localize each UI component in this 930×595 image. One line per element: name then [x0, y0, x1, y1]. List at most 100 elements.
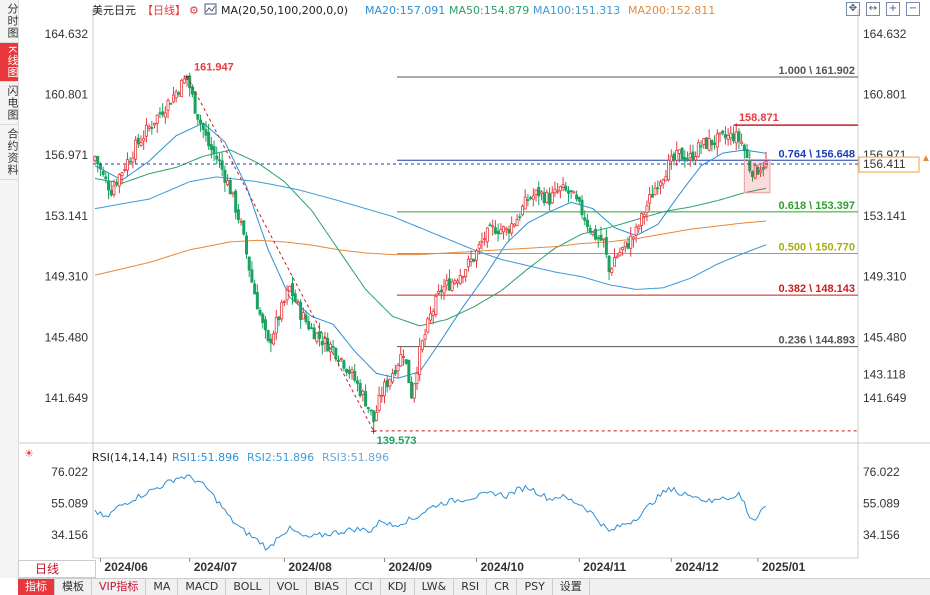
- candle-body[interactable]: [418, 346, 422, 375]
- candle-body[interactable]: [334, 347, 338, 359]
- candle-body[interactable]: [640, 213, 644, 226]
- candle-body[interactable]: [537, 186, 541, 197]
- candle-body[interactable]: [234, 190, 238, 213]
- candle-body[interactable]: [388, 378, 392, 387]
- candle-body[interactable]: [496, 230, 500, 235]
- candle-body[interactable]: [93, 156, 97, 162]
- candle-body[interactable]: [550, 192, 554, 204]
- candle-body[interactable]: [715, 133, 719, 148]
- candle-body[interactable]: [445, 280, 449, 286]
- candle-body[interactable]: [323, 336, 327, 344]
- candle-body[interactable]: [383, 381, 387, 397]
- fibonacci-levels[interactable]: 1.000 \ 161.902 0.764 \ 156.648 0.618 \ 15…: [397, 65, 858, 348]
- candle-body[interactable]: [136, 137, 140, 145]
- indicator-tab-11[interactable]: RSI: [454, 579, 488, 595]
- candle-body[interactable]: [515, 219, 519, 227]
- candle-body[interactable]: [201, 123, 205, 130]
- candle-body[interactable]: [686, 158, 690, 160]
- candle-body[interactable]: [750, 171, 754, 178]
- candle-body[interactable]: [231, 191, 235, 195]
- candle-body[interactable]: [740, 141, 744, 145]
- candle-body[interactable]: [112, 185, 116, 196]
- candle-body[interactable]: [618, 252, 622, 256]
- candle-body[interactable]: [604, 237, 608, 255]
- candle-body[interactable]: [623, 241, 627, 248]
- candle-body[interactable]: [658, 181, 662, 187]
- candle-body[interactable]: [420, 340, 424, 350]
- candle-body[interactable]: [269, 338, 273, 344]
- candle-body[interactable]: [217, 159, 221, 162]
- selection-box[interactable]: [743, 158, 771, 194]
- candle-body[interactable]: [312, 327, 316, 340]
- candle-body[interactable]: [247, 256, 251, 271]
- candle-body[interactable]: [483, 238, 487, 241]
- candle-body[interactable]: [272, 333, 276, 345]
- candle-body[interactable]: [207, 131, 211, 147]
- candle-body[interactable]: [242, 220, 246, 235]
- candle-body[interactable]: [426, 318, 430, 333]
- indicator-tab-1[interactable]: 模板: [55, 579, 92, 595]
- candle-body[interactable]: [245, 235, 249, 255]
- candle-body[interactable]: [98, 164, 102, 170]
- candle-body[interactable]: [177, 92, 181, 95]
- candle-body[interactable]: [594, 228, 598, 240]
- left-tab-2[interactable]: 闪电图: [0, 82, 18, 126]
- candle-body[interactable]: [466, 258, 470, 268]
- candle-body[interactable]: [745, 149, 749, 158]
- candle-body[interactable]: [691, 151, 695, 161]
- candle-body[interactable]: [664, 176, 668, 182]
- candle-body[interactable]: [404, 359, 408, 364]
- candle-body[interactable]: [236, 209, 240, 221]
- candle-body[interactable]: [669, 155, 673, 162]
- candle-body[interactable]: [677, 149, 681, 154]
- candle-body[interactable]: [396, 364, 400, 372]
- candle-body[interactable]: [125, 159, 129, 171]
- candle-body[interactable]: [228, 180, 232, 195]
- legend-period[interactable]: 【日线】: [142, 3, 186, 17]
- candle-body[interactable]: [488, 224, 492, 227]
- candle-body[interactable]: [759, 169, 763, 173]
- candle-body[interactable]: [182, 78, 186, 84]
- candle-body[interactable]: [285, 289, 289, 301]
- candle-body[interactable]: [120, 172, 124, 177]
- candle-body[interactable]: [553, 188, 557, 194]
- candle-body[interactable]: [171, 94, 175, 103]
- candle-body[interactable]: [144, 124, 148, 137]
- candle-body[interactable]: [361, 390, 365, 395]
- candle-body[interactable]: [385, 379, 389, 388]
- candle-body[interactable]: [637, 225, 641, 230]
- indicator-tab-9[interactable]: KDJ: [381, 579, 415, 595]
- candle-body[interactable]: [250, 269, 254, 283]
- candle-body[interactable]: [607, 255, 611, 273]
- candle-body[interactable]: [742, 144, 746, 152]
- left-tab-1[interactable]: K线图: [0, 43, 18, 83]
- candle-body[interactable]: [585, 219, 589, 227]
- left-tab-0[interactable]: 分时图: [0, 0, 18, 43]
- candle-body[interactable]: [296, 300, 300, 303]
- candle-body[interactable]: [453, 280, 457, 284]
- candle-body[interactable]: [393, 370, 397, 375]
- candle-body[interactable]: [577, 196, 581, 202]
- candle-body[interactable]: [307, 321, 311, 330]
- candle-body[interactable]: [258, 310, 262, 315]
- candle-body[interactable]: [353, 371, 357, 381]
- candle-body[interactable]: [293, 293, 297, 302]
- candle-body[interactable]: [366, 407, 370, 410]
- candle-body[interactable]: [564, 185, 568, 191]
- candle-body[interactable]: [223, 169, 227, 183]
- candle-body[interactable]: [526, 199, 530, 201]
- candle-body[interactable]: [169, 102, 173, 105]
- candle-body[interactable]: [512, 223, 516, 227]
- candle-body[interactable]: [713, 142, 717, 145]
- candle-body[interactable]: [491, 225, 495, 228]
- candle-body[interactable]: [196, 114, 200, 120]
- settings-icon[interactable]: ⚙: [189, 4, 199, 17]
- candle-body[interactable]: [556, 190, 560, 193]
- candle-body[interactable]: [163, 112, 167, 118]
- candle-body[interactable]: [653, 187, 657, 196]
- candle-body[interactable]: [261, 313, 265, 323]
- minus-icon[interactable]: −: [906, 2, 920, 16]
- candle-body[interactable]: [656, 187, 660, 190]
- candle-body[interactable]: [309, 327, 313, 330]
- candle-body[interactable]: [96, 155, 100, 165]
